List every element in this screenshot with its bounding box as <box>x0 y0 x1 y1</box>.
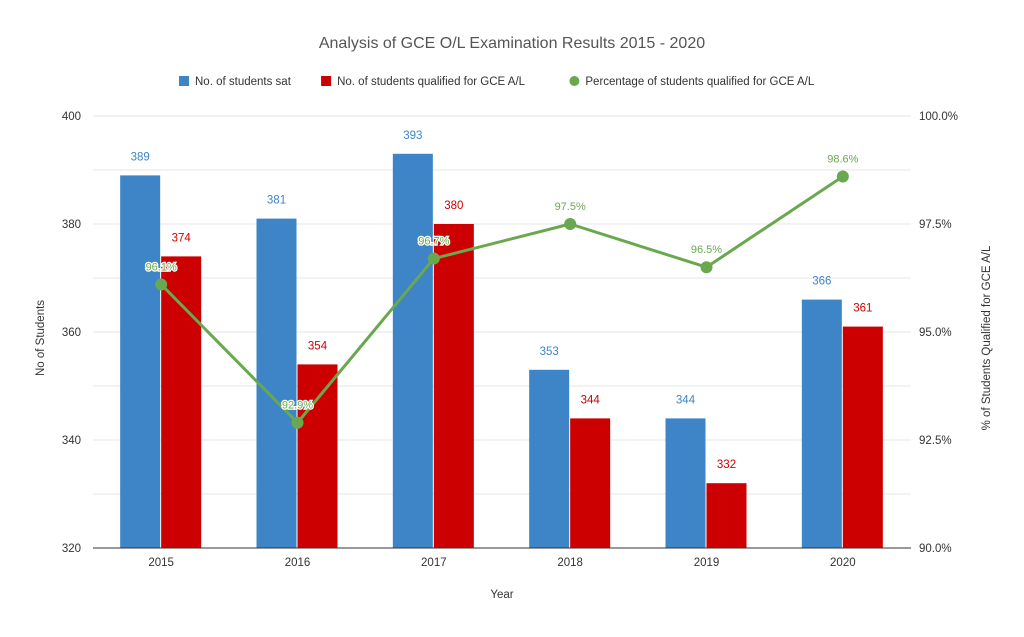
bar-value-label: 354 <box>308 340 328 352</box>
bar-value-label: 393 <box>403 130 422 142</box>
bar <box>665 418 706 548</box>
percent-label: 98.6% <box>827 153 858 165</box>
y2-tick-label: 100.0% <box>919 111 958 123</box>
y2-tick-label: 97.5% <box>919 219 952 231</box>
bar <box>801 299 842 548</box>
legend-item: No. of students sat <box>179 76 292 88</box>
bar <box>842 326 883 548</box>
x-axis-label: Year <box>490 589 513 601</box>
percent-label: 92.9% <box>282 400 313 412</box>
percent-label: 96.7% <box>418 236 449 248</box>
line-layer: 96.1% 92.9% 96.7% 97.5% 96.5% 98.6% <box>144 152 860 429</box>
bar <box>570 418 611 548</box>
percent-label: 96.1% <box>146 261 177 273</box>
y-axis-label: No of Students <box>35 300 47 376</box>
y2-tick-label: 92.5% <box>919 435 952 447</box>
legend: No. of students sat No. of students quali… <box>179 76 815 88</box>
y-tick-label: 360 <box>62 327 81 339</box>
percent-label: 97.5% <box>555 201 586 213</box>
bar <box>392 153 433 549</box>
bar-value-label: 353 <box>540 346 559 358</box>
y-tick-label: 320 <box>62 543 81 555</box>
legend-item: Percentage of students qualified for GCE… <box>569 76 815 88</box>
legend-item: No. of students qualified for GCE A/L <box>321 76 526 88</box>
y-tick-label: 380 <box>62 219 81 231</box>
bars <box>120 153 883 549</box>
chart-title: Analysis of GCE O/L Examination Results … <box>319 35 705 52</box>
bar <box>161 256 202 548</box>
bar-value-label: 380 <box>444 200 463 212</box>
percent-label: 96.5% <box>691 244 722 256</box>
line-point <box>564 218 577 230</box>
bar-value-label: 344 <box>581 394 601 406</box>
line-point <box>836 170 849 183</box>
bar-value-label: 361 <box>853 303 872 315</box>
grid <box>93 115 911 495</box>
legend-label: No. of students qualified for GCE A/L <box>337 76 526 88</box>
y2-axis-label: % of Students Qualified for GCE A/L <box>981 245 993 430</box>
x-tick-label: 2016 <box>285 557 311 569</box>
x-tick-label: 2019 <box>694 557 720 569</box>
bar-value-label: 366 <box>812 276 831 288</box>
legend-swatch <box>569 76 580 86</box>
data-labels: 389 381 393 353 344 366 374 354 380 344 332 361 <box>131 130 873 471</box>
line-point <box>427 252 440 265</box>
y2-tick-label: 90.0% <box>919 543 952 555</box>
legend-label: No. of students sat <box>195 76 292 88</box>
legend-swatch <box>321 76 332 86</box>
x-tick-label: 2015 <box>148 557 174 569</box>
bar-value-label: 344 <box>676 394 696 406</box>
bar-value-label: 389 <box>131 151 150 163</box>
x-tick-label: 2018 <box>557 557 583 569</box>
bar <box>433 224 474 548</box>
line-point <box>700 261 713 274</box>
line-point <box>155 278 168 291</box>
y-tick-label: 400 <box>62 111 81 123</box>
series-line <box>160 175 844 425</box>
bar <box>297 364 338 548</box>
x-tick-label: 2017 <box>421 557 447 569</box>
line-point <box>291 416 304 429</box>
y2-tick-label: 95.0% <box>919 327 952 339</box>
bar <box>256 218 297 548</box>
x-tick-label: 2020 <box>830 557 856 569</box>
y-tick-label: 340 <box>62 435 81 447</box>
bar <box>706 483 747 548</box>
bar-value-label: 374 <box>172 232 192 244</box>
bar-value-label: 332 <box>717 459 736 471</box>
bar <box>529 369 570 548</box>
axes: 320 340 360 380 400 90.0% 92.5% 95.0% 97.5% 100.0… <box>62 111 958 569</box>
legend-label: Percentage of students qualified for GCE… <box>585 76 814 88</box>
bar-value-label: 381 <box>267 195 286 207</box>
legend-swatch <box>179 76 189 86</box>
bar <box>120 175 161 548</box>
